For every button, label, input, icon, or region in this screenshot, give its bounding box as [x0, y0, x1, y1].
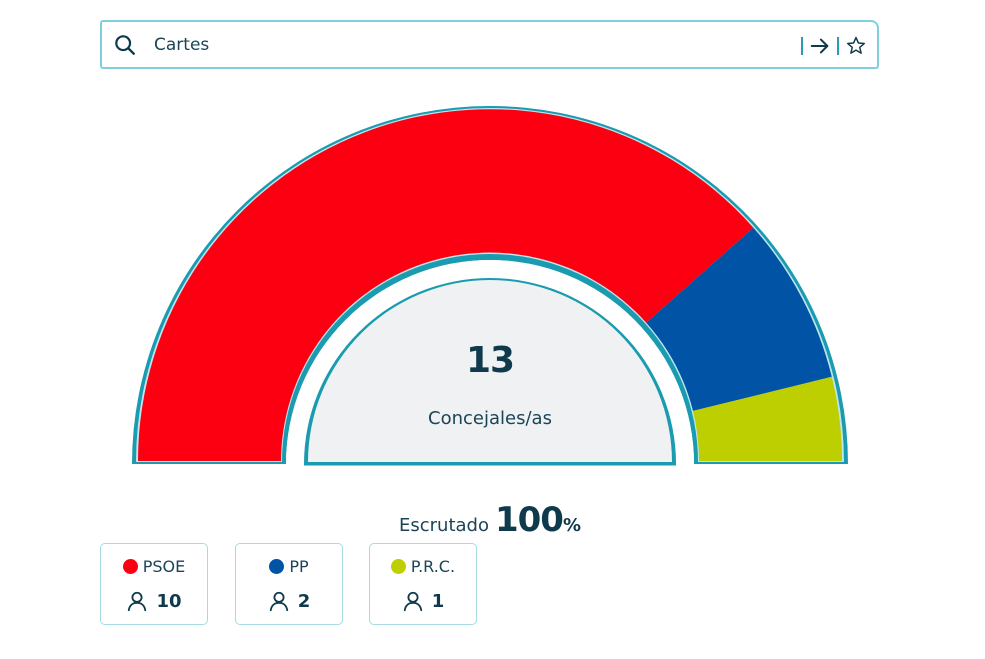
segment-psoe[interactable] — [138, 109, 754, 461]
party-seats: 1 — [370, 590, 476, 612]
party-seats: 2 — [236, 590, 342, 612]
total-seats-label: Concejales/as — [428, 408, 552, 429]
party-name: P.R.C. — [410, 557, 456, 576]
party-card-pp[interactable]: PP 2 — [235, 543, 343, 625]
scrutiny-unit: % — [562, 515, 581, 536]
party-header: P.R.C. — [370, 557, 476, 576]
scrutiny-value: 100 — [494, 500, 564, 540]
separator — [837, 37, 839, 55]
search-bar — [100, 20, 879, 69]
party-card-psoe[interactable]: PSOE 10 — [100, 543, 208, 625]
segment-prc[interactable] — [693, 376, 842, 461]
hemicycle-chart — [132, 106, 848, 466]
party-color-dot — [122, 559, 138, 574]
search-icon[interactable] — [114, 34, 136, 56]
party-color-dot — [390, 559, 406, 574]
separator — [801, 37, 803, 55]
party-seats: 10 — [101, 590, 207, 612]
scrutiny-label: Escrutado — [398, 515, 489, 536]
search-input[interactable] — [154, 32, 774, 58]
center-panel-fill — [308, 280, 672, 462]
party-name: PSOE — [142, 557, 186, 576]
party-name: PP — [289, 557, 309, 576]
seat-count: 10 — [156, 590, 182, 612]
search-actions — [801, 33, 867, 59]
total-seats: 13 — [465, 340, 515, 381]
party-color-dot — [269, 559, 285, 574]
party-header: PSOE — [101, 557, 207, 576]
person-icon — [128, 591, 147, 612]
scrutiny-status: Escrutado 100% — [380, 500, 600, 540]
seat-count: 2 — [297, 590, 311, 612]
segment-pp[interactable] — [646, 227, 832, 411]
person-icon — [269, 591, 288, 612]
party-card-prc[interactable]: P.R.C. 1 — [369, 543, 477, 625]
person-icon — [403, 591, 422, 612]
seat-count: 1 — [431, 590, 445, 612]
star-icon[interactable] — [845, 35, 867, 57]
party-header: PP — [236, 557, 342, 576]
arrow-right-icon[interactable] — [809, 35, 831, 57]
